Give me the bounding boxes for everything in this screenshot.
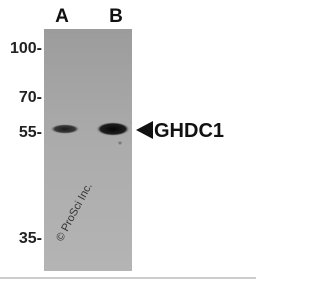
page: A B 100- 70- 55- 35- GHDC1 © ProSci Inc.… xyxy=(0,6,256,279)
marker-label: 70- xyxy=(19,89,42,106)
western-blot-figure: A B 100- 70- 55- 35- GHDC1 © ProSci Inc. xyxy=(0,6,256,279)
lane-label: B xyxy=(109,6,123,27)
marker-label: 35- xyxy=(19,230,42,247)
marker-label: 100- xyxy=(10,40,42,57)
target-label: GHDC1 xyxy=(154,120,224,142)
lane-label: A xyxy=(55,6,69,27)
band-lane-b xyxy=(96,122,130,136)
marker-label: 55- xyxy=(19,124,42,141)
band-lane-a xyxy=(50,124,80,134)
blot-membrane xyxy=(44,29,132,271)
target-arrow xyxy=(136,121,153,139)
blot-speck xyxy=(118,141,122,145)
